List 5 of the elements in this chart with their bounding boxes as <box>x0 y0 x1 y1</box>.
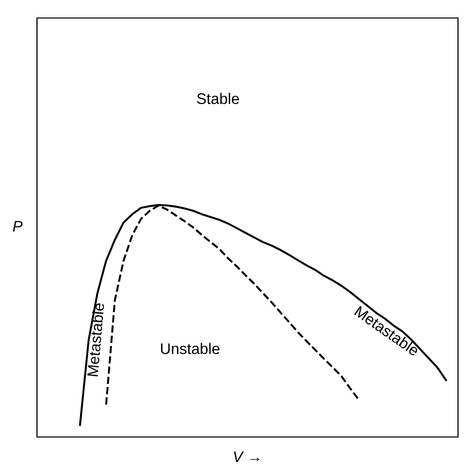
annotation: Unstable <box>161 342 220 354</box>
text: Stable <box>197 92 239 104</box>
y-axis-title: P <box>12 220 23 232</box>
annotation: Metastable <box>86 302 104 376</box>
x-axis-title: V → <box>234 451 260 462</box>
